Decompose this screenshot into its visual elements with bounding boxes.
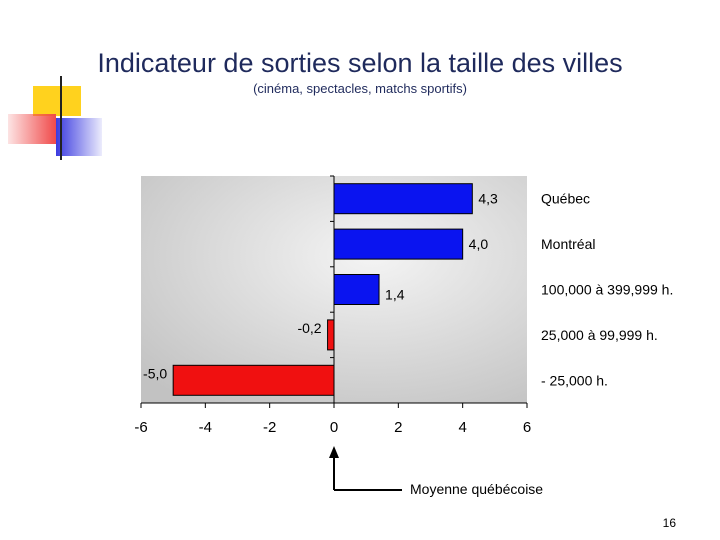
deco-yellow-square: [33, 86, 81, 116]
deco-red-square: [8, 114, 56, 144]
bar-4: [172, 364, 335, 396]
x-tick-label: 4: [458, 419, 466, 436]
category-label: 25,000 à 99,999 h.: [541, 327, 658, 343]
category-label: Québec: [541, 191, 590, 207]
x-tick-label: -2: [263, 419, 276, 436]
slide-subtitle: (cinéma, spectacles, matchs sportifs): [253, 81, 467, 96]
bar-2: [333, 274, 380, 305]
reference-label: Moyenne québécoise: [410, 481, 543, 497]
deco-blue-square: [56, 118, 102, 156]
bar-0: [333, 183, 473, 215]
slide-number: 16: [662, 516, 676, 530]
x-tick-label: 0: [330, 419, 338, 436]
bar-3: [327, 319, 335, 351]
category-label: 100,000 à 399,999 h.: [541, 282, 673, 298]
bar-1: [333, 228, 464, 260]
bar-value-label: 4,0: [469, 236, 489, 252]
bar-value-label: -0,2: [297, 320, 321, 336]
bar-value-label: 1,4: [385, 287, 405, 303]
decorative-corner-graphic: [8, 76, 690, 160]
category-label: Montréal: [541, 236, 595, 252]
x-tick-label: -6: [134, 419, 147, 436]
arrowhead-icon: [329, 446, 339, 458]
x-tick-label: -4: [199, 419, 212, 436]
reference-arrow: [329, 446, 402, 491]
x-tick-label: 2: [394, 419, 402, 436]
bar-value-label: -5,0: [143, 365, 167, 381]
bar-value-label: 4,3: [478, 191, 498, 207]
x-tick-label: 6: [523, 419, 531, 436]
category-label: - 25,000 h.: [541, 372, 608, 388]
slide-title: Indicateur de sorties selon la taille de…: [97, 48, 623, 78]
